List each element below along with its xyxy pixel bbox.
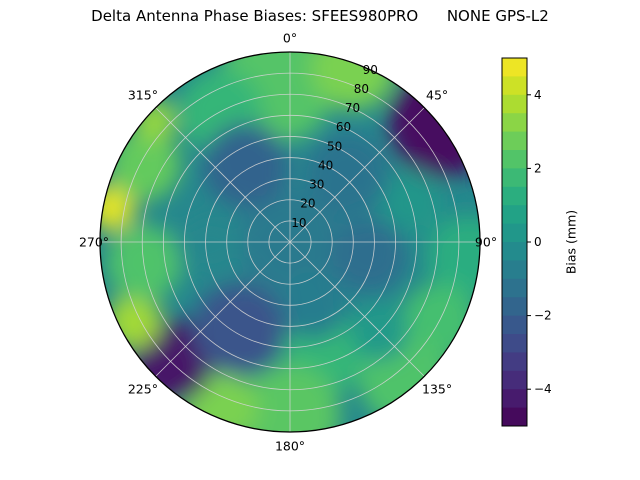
colorbar-tick-label: 0 [534,235,542,249]
radial-tick-label: 10 [291,216,306,230]
radial-tick-label: 70 [345,101,360,115]
radial-tick-label: 30 [309,178,324,192]
radial-tick-label: 50 [327,139,342,153]
radial-tick-label: 60 [336,120,351,134]
colorbar-tick-label: −2 [534,309,552,323]
colorbar: 4 2 0 −2 −4 Bias (mm) [501,57,579,427]
polar-grid [99,51,481,433]
radial-tick-label: 20 [300,197,315,211]
radial-tick-labels: 10 20 30 40 50 60 70 80 90 [291,63,378,230]
angle-tick-label: 0° [283,31,297,46]
colorbar-axis-label: Bias (mm) [564,210,579,274]
chart-title: Delta Antenna Phase Biases: SFEES980PRO … [91,7,549,25]
angle-tick-label: 225° [128,382,158,397]
plot-boundary [99,51,481,433]
angle-tick-label: 45° [426,87,448,102]
angle-tick-label: 180° [275,439,305,454]
radial-tick-label: 80 [354,82,369,96]
radial-tick-label: 90 [363,63,378,77]
radial-tick-label: 40 [318,158,333,172]
angle-tick-label: 315° [128,87,158,102]
angle-tick-label: 90° [475,235,497,250]
colorbar-tick-label: −4 [534,382,552,396]
colorbar-tick-label: 2 [534,161,542,175]
angle-tick-label: 135° [422,382,452,397]
angle-tick-labels: 0° 45° 90° 135° 180° 225° 270° 315° [79,31,497,454]
angle-tick-label: 270° [79,235,109,250]
colorbar-tick-label: 4 [534,88,542,102]
